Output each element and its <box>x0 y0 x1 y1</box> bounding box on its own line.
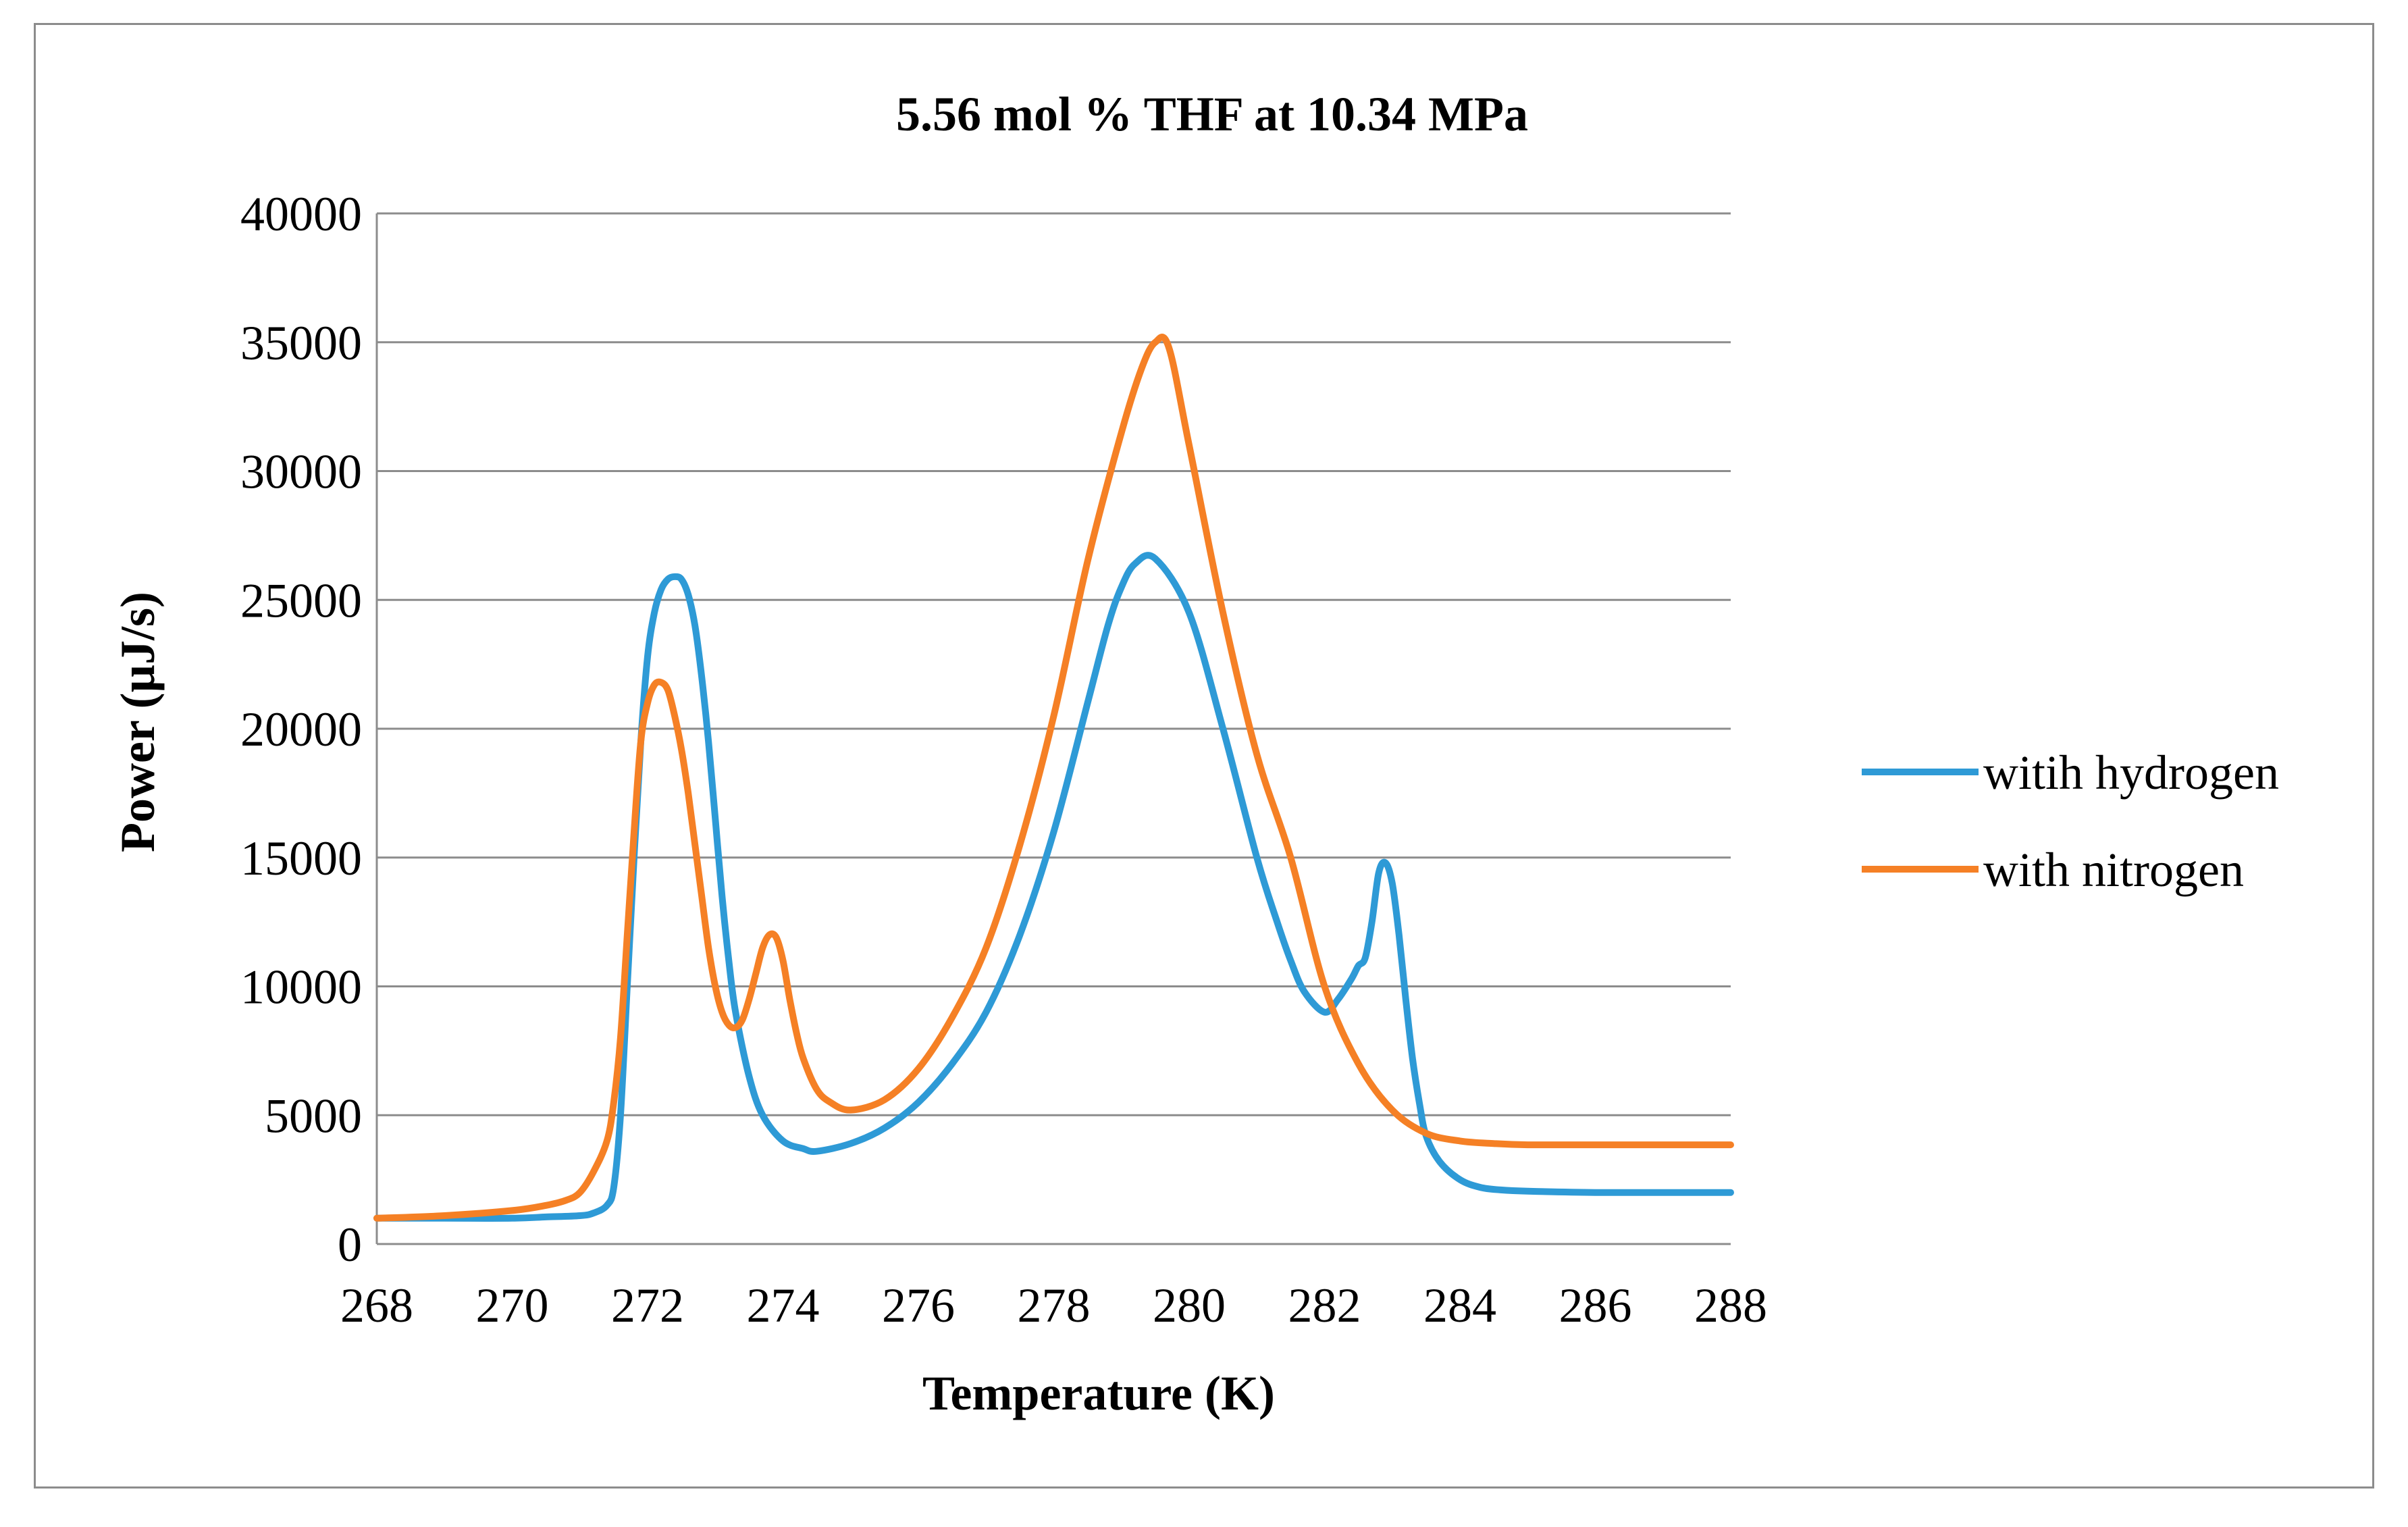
x-tick-label: 274 <box>747 1278 820 1332</box>
legend-label-0: witih hydrogen <box>1983 746 2279 800</box>
axes <box>375 213 1731 1245</box>
x-tick-label: 280 <box>1153 1278 1226 1332</box>
y-tick-label: 15000 <box>240 831 362 885</box>
x-tick-label: 276 <box>882 1278 955 1332</box>
y-axis-title: Power (µJ/s) <box>111 592 165 852</box>
x-tick-label: 286 <box>1559 1278 1632 1332</box>
y-tick-labels: 0 5000 10000 15000 20000 25000 30000 35000 40000 <box>240 187 362 1272</box>
series-lines <box>373 334 1734 1222</box>
y-tick-label: 30000 <box>240 445 362 499</box>
x-tick-label: 284 <box>1423 1278 1496 1332</box>
x-tick-label: 278 <box>1018 1278 1091 1332</box>
y-tick-label: 5000 <box>265 1089 362 1143</box>
legend: witih hydrogen with nitrogen <box>1862 746 2279 897</box>
y-tick-label: 0 <box>338 1218 362 1272</box>
y-tick-label: 40000 <box>240 187 362 241</box>
y-tick-label: 20000 <box>240 702 362 756</box>
x-axis-title: Temperature (K) <box>922 1366 1275 1420</box>
y-tick-label: 25000 <box>240 573 362 627</box>
chart-title: 5.56 mol % THF at 10.34 MPa <box>896 87 1528 141</box>
y-tick-label: 35000 <box>240 316 362 370</box>
x-tick-label: 270 <box>476 1278 549 1332</box>
series-line-0 <box>373 552 1734 1222</box>
legend-label-1: with nitrogen <box>1983 843 2244 897</box>
gridlines <box>377 212 1731 1116</box>
x-tick-label: 282 <box>1288 1278 1361 1332</box>
x-tick-label: 268 <box>340 1278 413 1332</box>
series-line-1 <box>373 334 1734 1222</box>
x-tick-label: 288 <box>1694 1278 1767 1332</box>
y-tick-label: 10000 <box>240 960 362 1014</box>
x-tick-label: 272 <box>611 1278 684 1332</box>
x-tick-labels: 268 270 272 274 276 278 280 282 284 286 288 <box>340 1278 1767 1332</box>
